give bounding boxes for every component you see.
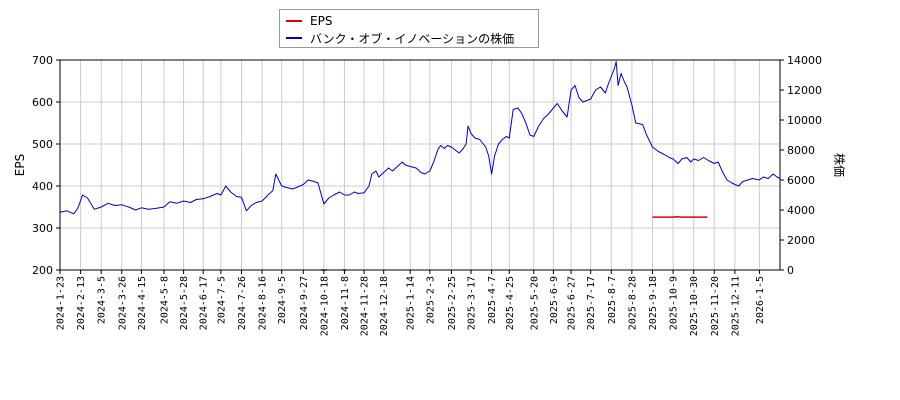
y-tick-label: 300: [32, 222, 53, 235]
x-tick-label: 2024-6-17: [199, 276, 210, 330]
x-tick-label: 2025-6-9: [549, 276, 560, 324]
y2-tick-label: 10000: [787, 114, 822, 127]
plot-frame: [59, 59, 781, 271]
x-tick-label: 2024-9-5: [277, 276, 288, 324]
x-tick-label: 2025-10-30: [689, 276, 700, 336]
x-tick-label: 2024-5-28: [179, 276, 190, 330]
y2-tick-label: 12000: [787, 84, 822, 97]
x-tick-label: 2025-1-14: [406, 276, 417, 330]
x-tick-label: 2025-12-11: [730, 276, 741, 336]
legend: EPS バンク・オブ・イノベーションの株価: [279, 9, 539, 48]
legend-swatch-price: [286, 37, 302, 39]
x-tick-label: 2026-1-5: [755, 276, 766, 324]
legend-label-price: バンク・オブ・イノベーションの株価: [310, 31, 515, 46]
legend-swatch-eps: [286, 20, 302, 22]
x-tick-label: 2024-10-18: [319, 276, 330, 336]
legend-label-eps: EPS: [310, 14, 333, 28]
legend-item-price: バンク・オブ・イノベーションの株価: [286, 30, 514, 46]
y2-tick-label: 4000: [787, 204, 815, 217]
x-tick-label: 2024-12-18: [379, 276, 390, 336]
x-tick-label: 2025-8-28: [627, 276, 638, 330]
plot-area: [60, 60, 780, 270]
x-tick-label: 2024-2-13: [76, 276, 87, 330]
y2-tick-label: 2000: [787, 234, 815, 247]
y-tick-label: 500: [32, 138, 53, 151]
x-tick-label: 2024-11-8: [340, 276, 351, 330]
x-tick-label: 2024-1-23: [56, 276, 67, 330]
x-tick-label: 2025-7-17: [586, 276, 597, 330]
x-tick-label: 2024-7-5: [216, 276, 227, 324]
x-tick-label: 2024-8-16: [258, 276, 269, 330]
x-tick-label: 2025-10-9: [669, 276, 680, 330]
x-tick-label: 2025-3-17: [467, 276, 478, 330]
y2-tick-label: 8000: [787, 144, 815, 157]
y-tick-label: 400: [32, 180, 53, 193]
x-tick-label: 2024-9-27: [299, 276, 310, 330]
x-tick-label: 2025-5-20: [529, 276, 540, 330]
x-tick-label: 2024-7-26: [237, 276, 248, 330]
y2-tick-label: 6000: [787, 174, 815, 187]
x-tick-label: 2025-9-18: [648, 276, 659, 330]
legend-item-eps: EPS: [286, 13, 332, 29]
x-tick-label: 2025-8-7: [607, 276, 618, 324]
y-tick-label: 700: [32, 54, 53, 67]
y2-tick-label: 0: [787, 264, 794, 277]
x-tick-label: 2024-5-8: [159, 276, 170, 324]
y2-tick-label: 14000: [787, 54, 822, 67]
y-axis-label: EPS: [13, 154, 27, 176]
x-tick-label: 2024-3-5: [97, 276, 108, 324]
x-tick-label: 2025-4-25: [505, 276, 516, 330]
x-tick-label: 2025-4-7: [487, 276, 498, 324]
x-tick-label: 2025-2-3: [425, 276, 436, 324]
y-tick-label: 600: [32, 96, 53, 109]
x-tick-label: 2024-3-26: [117, 276, 128, 330]
price-series-line: [59, 61, 781, 215]
x-tick-label: 2024-11-28: [360, 276, 371, 336]
y2-axis-label: 株価: [832, 153, 847, 177]
y-tick-label: 200: [32, 264, 53, 277]
x-tick-label: 2025-2-25: [447, 276, 458, 330]
axes: 2024-1-23 2024-2-13 2024-3-5 2024-3-26 2024-…: [32, 54, 822, 336]
x-tick-label: 2024-4-15: [137, 276, 148, 330]
x-tick-label: 2025-6-27: [567, 276, 578, 330]
x-tick-label: 2025-11-20: [710, 276, 721, 336]
